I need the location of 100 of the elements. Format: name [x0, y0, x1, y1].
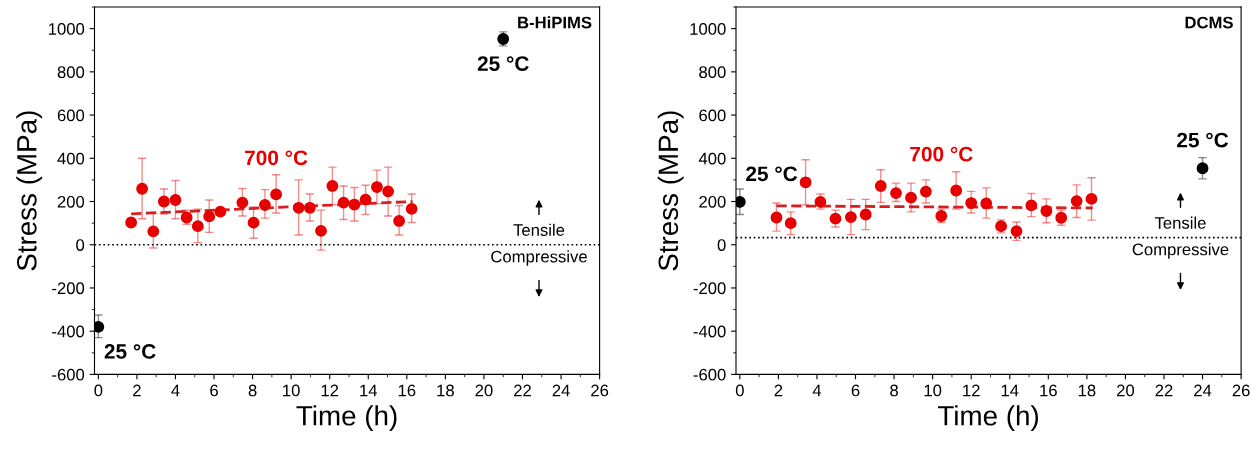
x-tick-label: 10	[924, 384, 942, 397]
x-tick-label: 4	[812, 384, 822, 397]
y-tick-label: 800	[699, 66, 726, 79]
point	[1010, 225, 1023, 238]
y-tick-label: 600	[57, 109, 85, 122]
point	[859, 208, 872, 221]
point	[405, 202, 418, 215]
point	[315, 225, 327, 237]
x-tick-label: 22	[1155, 384, 1173, 397]
point	[844, 211, 857, 223]
series-label: 700 °C	[910, 146, 973, 162]
point	[905, 191, 917, 204]
point	[1025, 199, 1038, 212]
x-tick-label: 2	[133, 384, 141, 397]
point	[382, 185, 395, 198]
point	[890, 187, 902, 199]
point	[247, 216, 260, 229]
x-tick-label: 16	[398, 384, 416, 397]
annotation: Tensile	[513, 223, 565, 236]
x-tick-label: 0	[94, 384, 103, 397]
y-tick-label: 1000	[690, 23, 726, 35]
x-tick-label: 14	[360, 384, 378, 397]
x-tick-label: 4	[171, 384, 180, 397]
x-tick-label: 6	[210, 384, 218, 397]
point	[770, 211, 783, 224]
point	[799, 176, 812, 189]
x-tick-label: 24	[552, 384, 570, 397]
point	[147, 225, 160, 238]
point	[393, 215, 406, 227]
point	[191, 220, 204, 233]
annotation: Compressive	[491, 250, 587, 266]
x-tick-label: 8	[890, 384, 898, 397]
point	[292, 201, 305, 214]
annotation: 25 °C	[104, 344, 156, 359]
point	[337, 196, 350, 209]
point	[735, 196, 746, 208]
x-tick-label: 26	[1232, 384, 1250, 397]
point	[214, 205, 227, 218]
y-tick-label: 800	[57, 66, 85, 79]
annotation: 25 °C	[746, 166, 798, 182]
x-tick-label: 0	[735, 384, 744, 397]
y-tick-label: 400	[698, 152, 726, 165]
point	[1196, 162, 1209, 175]
point	[203, 210, 216, 223]
y-tick-label: -200	[693, 282, 726, 295]
y-tick-label: -400	[693, 325, 726, 338]
x-tick-label: 14	[1001, 384, 1019, 397]
y-tick-label: 400	[57, 152, 85, 165]
point	[270, 188, 283, 201]
y-tick-label: 0	[76, 239, 85, 251]
x-tick-label: 18	[1078, 384, 1096, 397]
point	[1085, 193, 1098, 205]
point	[236, 196, 249, 209]
x-tick-label: 20	[1117, 384, 1135, 397]
x-tick-label: 20	[475, 384, 493, 397]
annotation: Compressive	[1132, 243, 1229, 259]
y-tick-label: -600	[52, 368, 85, 381]
annotation: Tensile	[1154, 216, 1206, 229]
x-tick-label: 24	[1194, 384, 1212, 397]
y-tick-label: 200	[699, 195, 726, 208]
point	[784, 217, 797, 230]
y-tick-label: 1000	[48, 23, 85, 35]
point	[1070, 195, 1083, 207]
x-tick-label: 6	[851, 384, 860, 397]
annotation: 25 °C	[1177, 132, 1229, 148]
point	[136, 182, 149, 195]
y-tick-label: 0	[717, 239, 726, 251]
point	[348, 198, 361, 211]
y-tick-label: -400	[52, 325, 85, 338]
x-axis-title: Time (h)	[938, 405, 1038, 432]
x-axis-title: Time (h)	[296, 405, 397, 432]
point	[371, 181, 383, 193]
x-tick-label: 8	[248, 384, 257, 397]
x-tick-label: 16	[1040, 384, 1057, 397]
y-tick-label: -200	[52, 282, 85, 295]
x-tick-label: 26	[591, 384, 609, 397]
x-tick-label: 22	[514, 384, 531, 397]
point	[965, 197, 978, 209]
point	[259, 199, 271, 211]
y-axis-title: Stress (MPa)	[16, 111, 43, 271]
point	[950, 184, 963, 197]
series-label: 700 °C	[245, 150, 308, 166]
y-tick-label: 600	[699, 109, 726, 122]
x-tick-label: 12	[321, 384, 339, 397]
point	[303, 201, 316, 214]
point	[919, 185, 932, 198]
point	[169, 194, 182, 206]
point	[980, 197, 993, 210]
y-axis-title: Stress (MPa)	[657, 111, 684, 271]
point	[326, 180, 339, 192]
x-tick-label: 2	[774, 384, 783, 397]
point	[94, 320, 105, 333]
y-tick-label: 200	[57, 195, 85, 208]
point	[874, 180, 887, 192]
x-tick-label: 12	[963, 384, 980, 397]
point	[158, 195, 170, 208]
point	[1040, 205, 1053, 217]
x-tick-label: 10	[283, 384, 300, 397]
annotation: 25 °C	[477, 56, 529, 71]
x-tick-label: 18	[437, 384, 454, 397]
